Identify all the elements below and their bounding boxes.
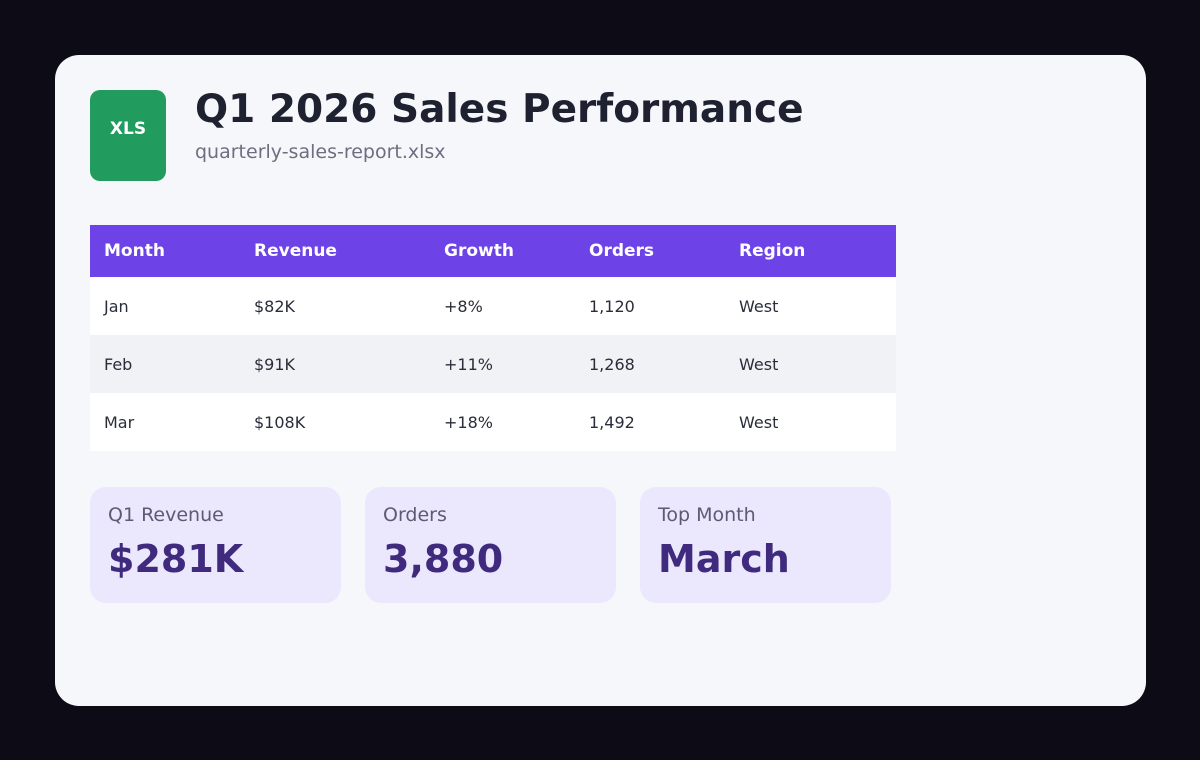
file-name: quarterly-sales-report.xlsx bbox=[195, 141, 446, 163]
table-cell[interactable]: West bbox=[725, 277, 896, 335]
table-cell[interactable]: 1,268 bbox=[575, 335, 725, 393]
table-row: Jan $82K +8% 1,120 West bbox=[90, 277, 896, 335]
table-cell[interactable]: Mar bbox=[90, 393, 240, 451]
table-cell[interactable]: Feb bbox=[90, 335, 240, 393]
table-row: Mar $108K +18% 1,492 West bbox=[90, 393, 896, 451]
table-cell[interactable]: +11% bbox=[430, 335, 575, 393]
table-cell[interactable]: 1,492 bbox=[575, 393, 725, 451]
stat-card-q1-revenue: Q1 Revenue $281K bbox=[90, 487, 341, 603]
stat-value: $281K bbox=[108, 537, 244, 581]
stat-value: March bbox=[658, 537, 790, 581]
table-cell[interactable]: West bbox=[725, 335, 896, 393]
table-cell[interactable]: $82K bbox=[240, 277, 430, 335]
stat-label: Top Month bbox=[658, 504, 756, 526]
spreadsheet-file-icon: XLS bbox=[90, 90, 166, 181]
table-cell[interactable]: Jan bbox=[90, 277, 240, 335]
stat-card-orders: Orders 3,880 bbox=[365, 487, 616, 603]
table-cell[interactable]: +18% bbox=[430, 393, 575, 451]
table-cell[interactable]: $108K bbox=[240, 393, 430, 451]
table-row: Feb $91K +11% 1,268 West bbox=[90, 335, 896, 393]
table-cell[interactable]: 1,120 bbox=[575, 277, 725, 335]
column-header-region[interactable]: Region bbox=[725, 225, 896, 277]
table-cell[interactable]: $91K bbox=[240, 335, 430, 393]
column-header-orders[interactable]: Orders bbox=[575, 225, 725, 277]
table-cell[interactable]: West bbox=[725, 393, 896, 451]
report-title: Q1 2026 Sales Performance bbox=[195, 87, 804, 132]
stat-card-top-month: Top Month March bbox=[640, 487, 891, 603]
column-header-month[interactable]: Month bbox=[90, 225, 240, 277]
report-card: XLS Q1 2026 Sales Performance quarterly-… bbox=[55, 55, 1146, 706]
column-header-revenue[interactable]: Revenue bbox=[240, 225, 430, 277]
stat-label: Orders bbox=[383, 504, 447, 526]
stat-value: 3,880 bbox=[383, 537, 504, 581]
table-header-row: Month Revenue Growth Orders Region bbox=[90, 225, 896, 277]
sales-table: Month Revenue Growth Orders Region Jan $… bbox=[90, 225, 896, 451]
table-cell[interactable]: +8% bbox=[430, 277, 575, 335]
column-header-growth[interactable]: Growth bbox=[430, 225, 575, 277]
stat-label: Q1 Revenue bbox=[108, 504, 224, 526]
